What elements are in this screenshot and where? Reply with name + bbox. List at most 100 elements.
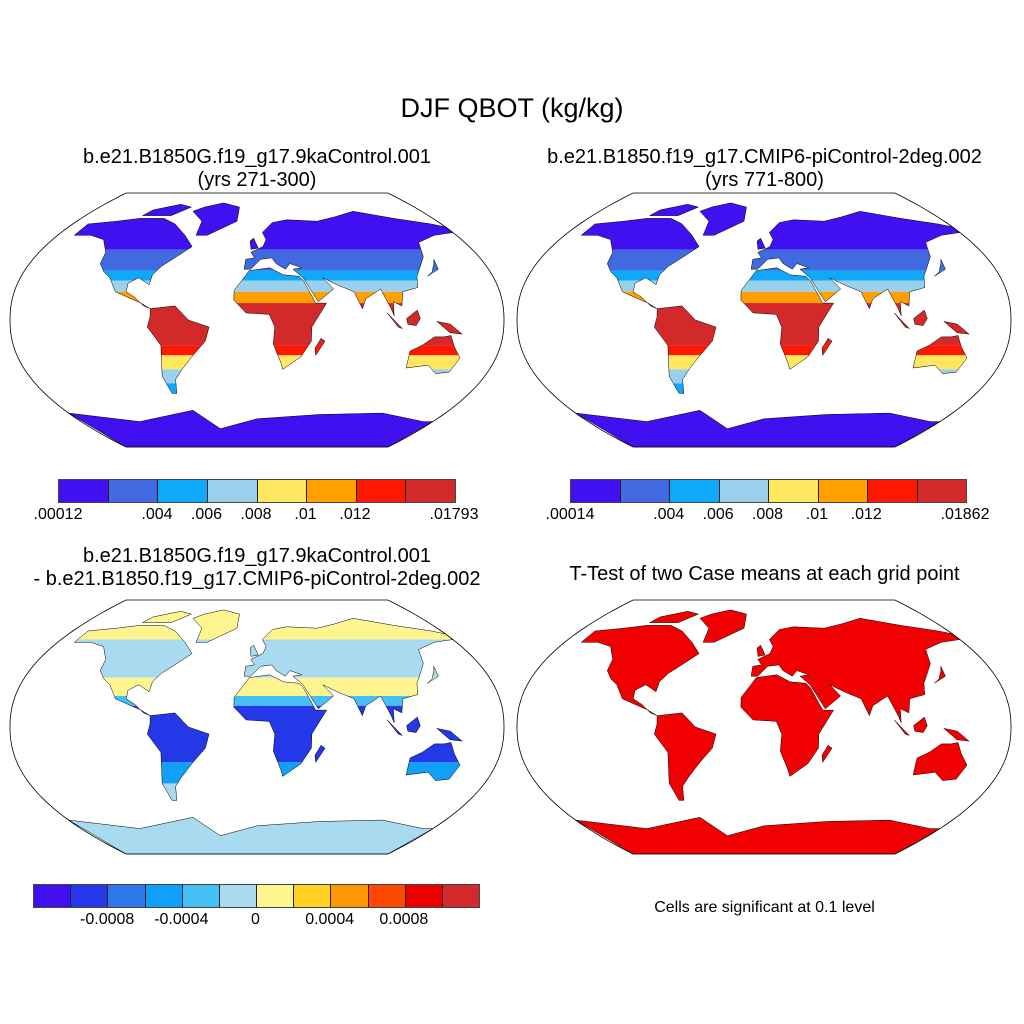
coastline-madagascar — [314, 744, 326, 764]
colorbar-box — [406, 480, 455, 502]
coastline-greenland — [699, 609, 747, 643]
colorbar-box — [34, 885, 72, 907]
field-band — [68, 783, 463, 854]
coastline-newguinea — [942, 727, 970, 742]
colorbar-box — [108, 480, 159, 502]
colorbar-box — [769, 480, 819, 502]
colorbar-box — [670, 480, 720, 502]
colorbar-box — [620, 480, 670, 502]
field-band — [575, 383, 970, 405]
colorbar-box — [368, 885, 406, 907]
field-band — [68, 639, 463, 678]
colorbar-tick-label: .008 — [240, 506, 272, 523]
coastline-newguinea — [435, 727, 463, 742]
field-band — [575, 249, 970, 271]
colorbar-box — [571, 480, 621, 502]
colorbar-case2 — [570, 479, 967, 503]
coastline-greenland — [192, 202, 240, 236]
coastline-eurasia — [750, 618, 961, 723]
colorbar-tick-label: .00014 — [545, 506, 595, 523]
coastline-borneo — [913, 309, 928, 326]
panel-title-ttest: T-Test of two Case means at each grid po… — [517, 563, 1012, 586]
coastline-samerica — [147, 712, 210, 801]
map-ttest — [516, 599, 1012, 855]
coastline-japan — [934, 259, 946, 277]
coastline-sumatra — [894, 719, 910, 736]
field-band — [575, 291, 970, 304]
colorbar-tick-label: .01 — [805, 506, 828, 523]
coastline-africa — [740, 674, 835, 777]
panel-title-case1: b.e21.B1850G.f19_g17.9kaControl.001 (yrs… — [10, 146, 504, 192]
coastline-greenland — [699, 202, 747, 236]
coastline-uk — [249, 237, 259, 250]
coastline-samerica — [654, 712, 717, 801]
coastline-australia — [405, 742, 461, 781]
panel-title-line1: b.e21.B1850G.f19_g17.9kaControl.001 — [82, 146, 432, 168]
coastline-australia — [912, 335, 968, 374]
colorbar-case1 — [58, 479, 456, 503]
colorbar-box — [719, 480, 769, 502]
main-title: DJF QBOT (kg/kg) — [400, 93, 624, 123]
colorbar-tick-label: .004 — [653, 506, 685, 523]
field-band — [575, 280, 970, 292]
field-band — [68, 249, 463, 271]
colorbar-tick-label: -0.0008 — [80, 911, 135, 928]
coastline-uk — [756, 644, 766, 657]
coastline-newguinea — [942, 320, 970, 335]
colorbar-box — [71, 885, 109, 907]
coastline-borneo — [406, 716, 421, 733]
colorbar-tick-label: 0.0008 — [379, 911, 429, 928]
field-band — [68, 303, 463, 346]
coastline-namerica — [73, 625, 193, 716]
colorbar-box — [158, 480, 208, 502]
field-band — [68, 404, 463, 447]
coastline-uk — [756, 237, 766, 250]
colorbar-tick-label: .00012 — [33, 506, 83, 523]
field-band — [575, 303, 970, 346]
map-boundary — [516, 192, 1012, 448]
coastline-arctic — [649, 611, 700, 623]
field-band — [575, 609, 970, 854]
colorbar-box — [868, 480, 918, 502]
coastline-borneo — [913, 716, 928, 733]
colorbar-box — [59, 480, 109, 502]
colorbar-box — [917, 480, 966, 502]
coastline-arctic — [649, 204, 700, 216]
colorbar-tick-label: 0.0004 — [305, 911, 355, 928]
coastline-sumatra — [387, 719, 403, 736]
panel-title-difference: b.e21.B1850G.f19_g17.9kaControl.001 - b.… — [0, 545, 534, 591]
coastline-arctic — [142, 611, 193, 623]
field-band — [575, 345, 970, 356]
colorbar-box — [182, 885, 220, 907]
map-boundary — [9, 599, 505, 855]
panel-title-line1: T-Test of two Case means at each grid po… — [569, 563, 960, 585]
colorbar-box — [307, 480, 357, 502]
colorbar-box — [108, 885, 146, 907]
colorbar-box — [145, 885, 183, 907]
coastline-namerica — [580, 218, 700, 309]
colorbar-tick-label: .01862 — [940, 506, 990, 523]
significance-note: Cells are significant at 0.1 level — [654, 899, 875, 916]
panel-title-case2: b.e21.B1850.f19_g17.CMIP6-piControl-2deg… — [517, 146, 1012, 192]
colorbar-tick-label: .004 — [141, 506, 173, 523]
panel-title-line2: - b.e21.B1850.f19_g17.CMIP6-piControl-2d… — [33, 568, 481, 590]
coastline-namerica — [580, 625, 700, 716]
colorbar-box — [405, 885, 443, 907]
coastline-namerica — [73, 218, 193, 309]
field-band — [68, 369, 463, 384]
field-band — [68, 705, 463, 763]
map-difference — [9, 599, 505, 855]
colorbar-box — [257, 480, 308, 502]
coastline-africa — [233, 674, 328, 777]
panel-title-line2: (yrs 271-300) — [197, 169, 317, 191]
coastline-africa — [740, 267, 835, 370]
coastline-australia — [405, 335, 461, 374]
map-boundary — [516, 599, 1012, 855]
colorbar-box — [207, 480, 258, 502]
coastline-madagascar — [314, 337, 326, 357]
colorbar-tick-label: .006 — [702, 506, 734, 523]
coastline-sumatra — [387, 312, 403, 329]
colorbar-box — [331, 885, 369, 907]
colorbar-box — [356, 480, 407, 502]
field-band — [68, 695, 463, 706]
